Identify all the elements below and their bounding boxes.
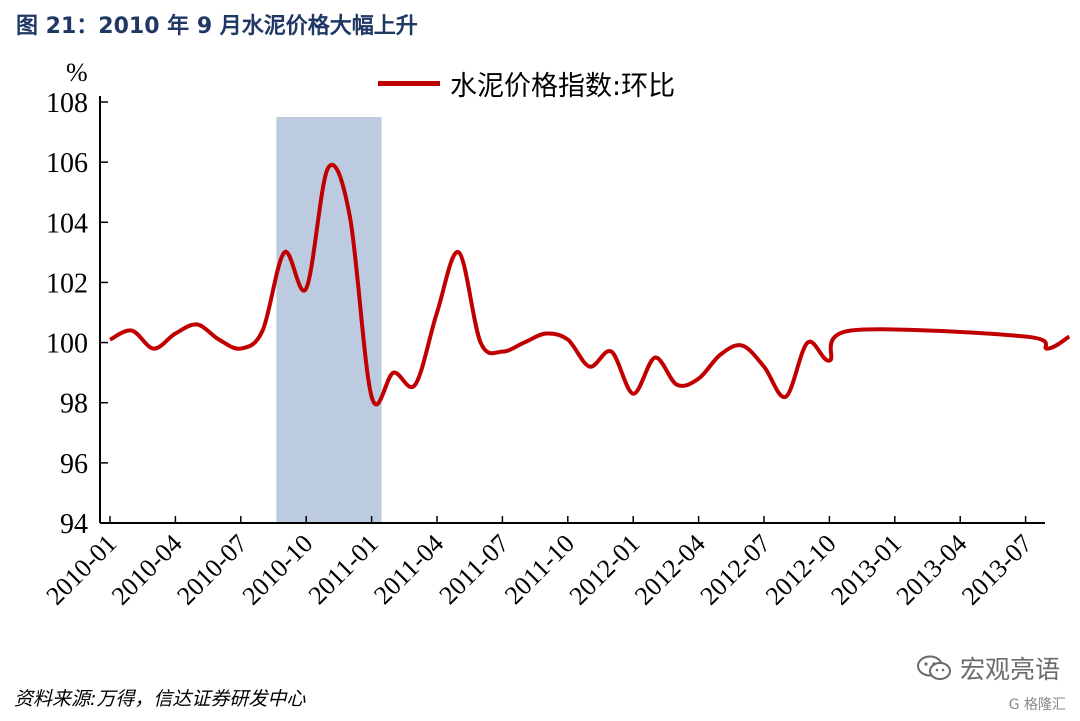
x-tick-label: 2013-04 [891, 529, 973, 611]
x-tick-label: 2011-07 [434, 529, 515, 610]
x-tick-label: 2010-10 [237, 529, 319, 611]
legend-label: 水泥价格指数:环比 [450, 71, 676, 102]
watermark-text: 宏观亮语 [959, 655, 1060, 684]
x-tick-label: 2012-07 [694, 529, 776, 611]
source-note: 资料来源:万得，信达证券研发中心 [14, 688, 306, 710]
legend-line-swatch [378, 81, 440, 86]
x-tick-label: 2013-01 [825, 529, 907, 611]
x-tick-label: 2010-07 [171, 529, 253, 611]
figure-title: 图 21：2010 年 9 月水泥价格大幅上升 [16, 14, 418, 39]
wechat-icon [916, 655, 951, 680]
x-tick-label: 2012-10 [760, 529, 842, 611]
y-tick-label: 108 [46, 88, 88, 119]
y-tick-label: 98 [60, 389, 88, 420]
x-tick-label: 2013-07 [956, 529, 1038, 611]
x-tick-label: 2010-01 [40, 529, 122, 611]
y-tick-label: 106 [46, 148, 88, 179]
y-tick-label: 102 [46, 268, 88, 299]
x-tick-label: 2011-01 [303, 529, 384, 610]
watermark-sub: G 格隆汇 [1008, 697, 1066, 713]
x-tick-label: 2012-01 [564, 529, 646, 611]
x-tick-label: 2011-10 [499, 529, 580, 610]
y-unit-label: % [66, 58, 88, 87]
x-tick-label: 2012-04 [629, 529, 711, 611]
highlight-band [276, 117, 382, 523]
x-tick-label: 2011-04 [368, 529, 449, 610]
series-line-cement-price-index [109, 162, 1071, 407]
y-tick-label: 96 [60, 449, 88, 480]
y-tick-label: 94 [60, 509, 88, 540]
watermark: 宏观亮语 [916, 650, 1060, 686]
y-tick-label: 104 [46, 208, 88, 239]
y-tick-label: 100 [46, 329, 88, 360]
chart-legend: 水泥价格指数:环比 [378, 64, 675, 103]
x-tick-label: 2010-04 [106, 529, 188, 611]
